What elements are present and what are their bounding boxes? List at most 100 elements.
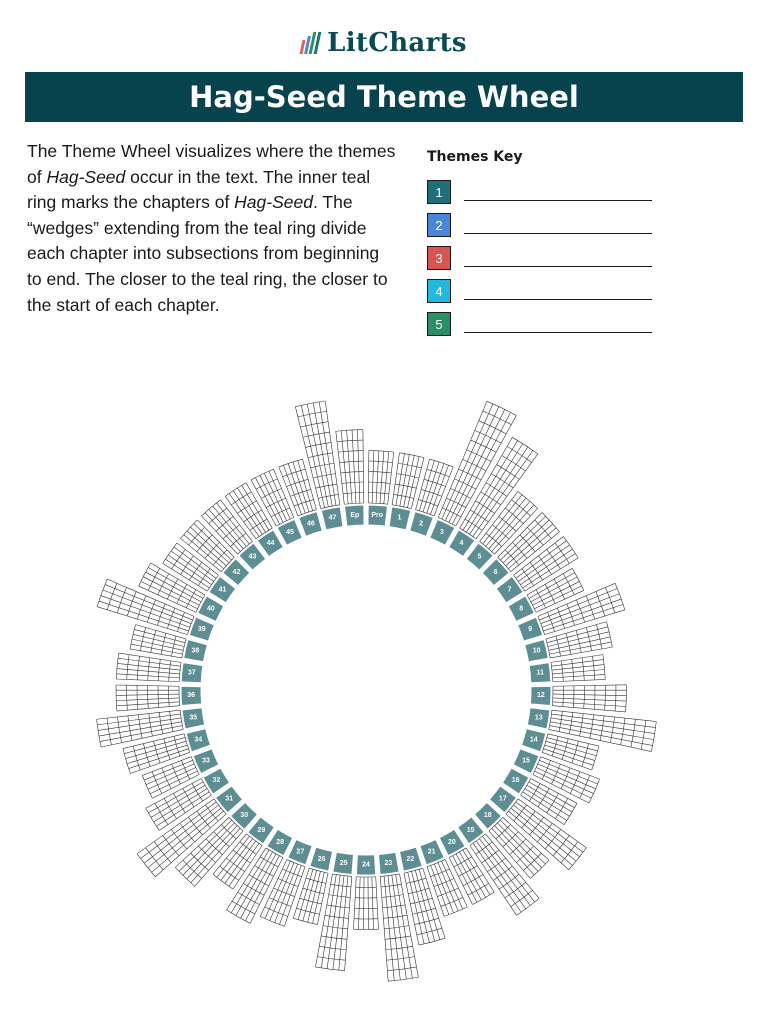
chapter-wedge[interactable] xyxy=(541,733,600,771)
chapter-cell xyxy=(197,595,225,623)
chapter-cell xyxy=(495,575,524,604)
chapter-label: 24 xyxy=(362,862,370,869)
chapter-wedge[interactable] xyxy=(513,536,579,592)
chapter-cell xyxy=(181,707,206,730)
chapter-cell xyxy=(512,748,540,775)
chapter-wedge[interactable] xyxy=(145,778,212,831)
chapter-wedge[interactable] xyxy=(115,652,182,683)
chapter-wedge[interactable] xyxy=(136,798,227,877)
chapter-wedge[interactable] xyxy=(212,833,263,890)
chapter-cell xyxy=(214,785,244,814)
chapter-cell xyxy=(488,785,518,814)
chapter-wedge[interactable] xyxy=(537,583,626,635)
chapter-wedge[interactable] xyxy=(96,709,184,748)
chapter-label: 42 xyxy=(233,569,241,576)
chapter-label: 8 xyxy=(519,606,523,613)
chapter-wedge[interactable] xyxy=(415,458,454,517)
chapter-label: 3 xyxy=(440,529,444,536)
chapter-wedge[interactable] xyxy=(175,817,244,887)
chapter-wedge[interactable] xyxy=(122,733,191,774)
chapter-label: 17 xyxy=(499,796,507,803)
chapter-wedge[interactable] xyxy=(403,867,446,946)
chapter-cell xyxy=(183,638,208,663)
chapter-wedge[interactable] xyxy=(548,709,657,752)
chapter-wedge[interactable] xyxy=(292,867,329,925)
chapter-wedge[interactable] xyxy=(162,542,219,592)
chapter-wedge[interactable] xyxy=(459,437,539,540)
chapter-wedge[interactable] xyxy=(115,684,180,712)
chapter-wedge[interactable] xyxy=(469,833,540,916)
theme-name-blank[interactable] xyxy=(464,200,652,201)
chapter-label: 43 xyxy=(249,553,257,560)
theme-key-row: 5 xyxy=(427,303,667,336)
chapter-wedge[interactable] xyxy=(497,512,560,572)
theme-name-blank[interactable] xyxy=(464,332,652,333)
chapter-label: 22 xyxy=(406,856,414,863)
chapter-wedge[interactable] xyxy=(141,756,200,799)
page-title: Hag-Seed Theme Wheel xyxy=(189,80,579,114)
chapter-wedge[interactable] xyxy=(448,847,495,905)
theme-key-row: 3 xyxy=(427,237,667,270)
chapter-label: 40 xyxy=(207,606,215,613)
chapter-wedge[interactable] xyxy=(201,499,253,555)
chapter-wedge[interactable] xyxy=(315,873,353,971)
chapter-label: 1 xyxy=(397,515,401,522)
chapter-wedge[interactable] xyxy=(550,654,606,683)
chapter-wedge[interactable] xyxy=(545,621,613,659)
chapter-wedge[interactable] xyxy=(391,452,425,509)
chapter-wedge[interactable] xyxy=(353,876,379,930)
chapter-label: 5 xyxy=(477,553,481,560)
theme-name-blank[interactable] xyxy=(464,299,652,300)
chapter-wedge[interactable] xyxy=(479,491,538,555)
chapter-cell xyxy=(256,529,284,558)
chapter-cell xyxy=(429,518,456,546)
chapter-cell xyxy=(398,846,423,872)
chapter-label: 20 xyxy=(448,839,456,846)
chapter-cell xyxy=(297,511,323,537)
chapter-wedge[interactable] xyxy=(426,859,468,917)
chapter-wedge[interactable] xyxy=(259,859,306,927)
chapter-cell xyxy=(276,518,303,546)
chapter-wedge[interactable] xyxy=(96,578,195,635)
chapter-label: 27 xyxy=(296,849,304,856)
chapter-label: 31 xyxy=(225,796,233,803)
chapter-wedge[interactable] xyxy=(335,429,365,505)
theme-badge: 2 xyxy=(427,213,451,237)
chapter-wedge[interactable] xyxy=(526,568,585,613)
chapter-wedge[interactable] xyxy=(129,624,187,659)
chapter-wedge[interactable] xyxy=(437,401,517,527)
chapter-cell xyxy=(388,506,412,531)
theme-name-blank[interactable] xyxy=(464,266,652,267)
chapter-wedge[interactable] xyxy=(138,562,206,613)
chapter-cell xyxy=(222,557,251,587)
theme-wheel: Pro 1234567891011121314151617181920212223… xyxy=(96,400,657,982)
chapter-cell xyxy=(528,662,552,684)
chapter-wedge[interactable] xyxy=(379,873,419,982)
chapter-wedge[interactable] xyxy=(295,400,341,509)
chapter-wedge[interactable] xyxy=(532,756,600,804)
chapter-wedge[interactable] xyxy=(226,847,284,924)
chapter-cell xyxy=(238,542,267,571)
chapter-wedge[interactable] xyxy=(250,468,295,527)
chapter-cell xyxy=(501,767,530,795)
chapter-cell xyxy=(409,511,435,537)
chapter-wedge[interactable] xyxy=(505,798,587,870)
chapter-wedge[interactable] xyxy=(224,482,273,540)
theme-name-blank[interactable] xyxy=(464,233,652,234)
theme-key-row: 1 xyxy=(427,171,667,204)
chapter-wedge[interactable] xyxy=(278,458,317,517)
chapter-label: 34 xyxy=(194,736,202,743)
chapter-label: 23 xyxy=(384,860,392,867)
chapter-wedge[interactable] xyxy=(367,450,395,505)
chapter-wedge[interactable] xyxy=(180,519,235,572)
chapter-cell xyxy=(524,638,549,663)
chapter-cell xyxy=(520,728,547,753)
chapter-label: 46 xyxy=(307,520,315,527)
chapter-wedge[interactable] xyxy=(488,817,550,879)
chapter-cell xyxy=(188,616,215,642)
chapter-wedge[interactable] xyxy=(552,684,627,713)
chapter-wedge[interactable] xyxy=(520,778,578,825)
chapter-label: 41 xyxy=(219,586,227,593)
chapter-cell xyxy=(332,851,354,875)
chapter-cell xyxy=(481,557,510,587)
